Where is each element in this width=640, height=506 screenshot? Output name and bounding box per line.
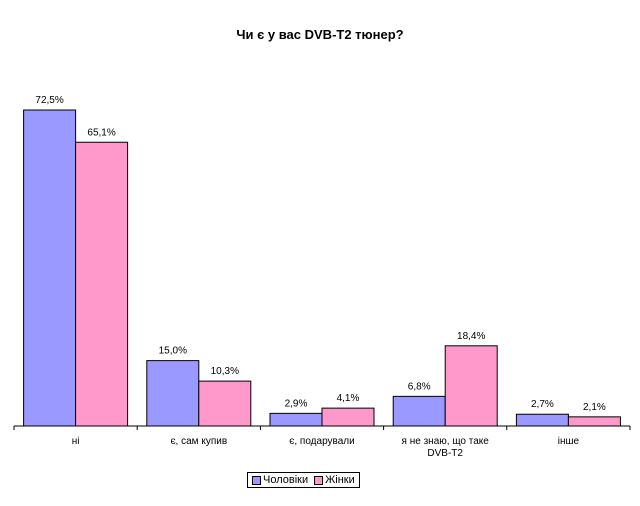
legend-swatch-men [252,475,261,485]
data-label: 18,4% [457,331,485,342]
data-label: 6,8% [408,381,431,392]
bar-men-4 [515,413,569,427]
legend-swatch-women [314,475,324,485]
data-label: 72,5% [35,95,63,106]
bar-women-0 [75,141,129,427]
bar-women-2 [321,407,375,427]
x-tick-label: є, сам купив [170,436,227,447]
x-tick-label: ні [72,436,80,447]
legend-entry-women: Жінки [314,474,355,486]
x-tick-label: DVB-T2 [427,448,463,459]
bar-women-1 [198,380,252,427]
data-label: 2,7% [531,399,554,410]
legend-label-men: Чоловіки [263,474,309,486]
x-tick-label: інше [558,436,580,447]
data-label: 65,1% [87,127,115,138]
bar-women-3 [444,345,498,427]
bar-men-0 [23,109,77,427]
bar-men-2 [269,412,323,427]
legend-label-women: Жінки [325,474,355,486]
legend: Чоловіки Жінки [247,472,360,488]
data-label: 2,1% [583,402,606,413]
x-tick-label: є, подарували [289,436,354,447]
bar-men-3 [392,395,446,427]
data-label: 4,1% [337,393,360,404]
legend-entry-men: Чоловіки [252,474,308,486]
x-tick-label: я не знаю, що таке [402,436,490,447]
bar-women-4 [567,416,621,427]
bar-men-1 [146,360,200,427]
chart-title: Чи є у вас DVB-T2 тюнер? [236,27,404,42]
data-label: 10,3% [211,366,239,377]
data-label: 2,9% [285,398,308,409]
data-label: 15,0% [159,346,187,357]
